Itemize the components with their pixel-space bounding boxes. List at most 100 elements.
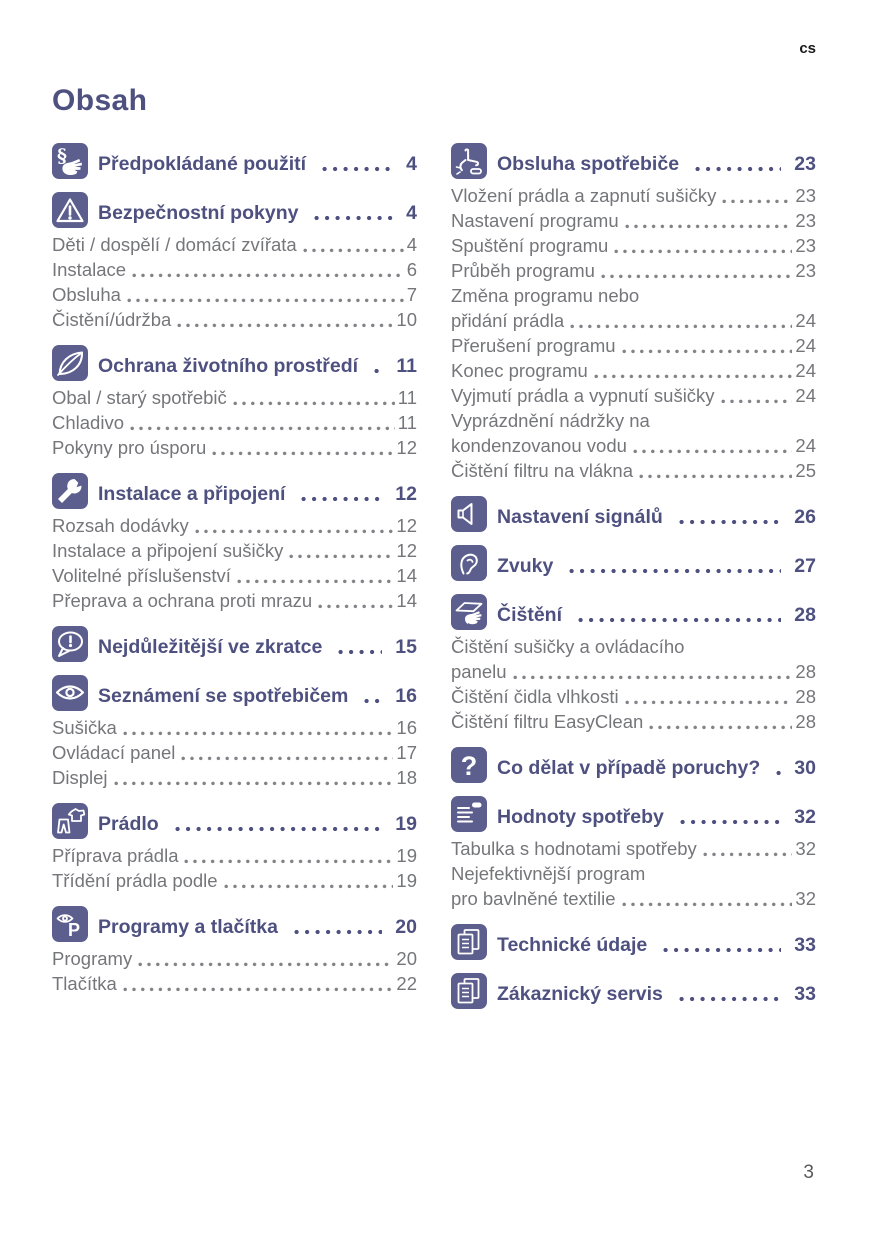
toc-entry-row: pro bavlněné textilie 32 [451,886,816,911]
toc-section-title: Zvuky [497,554,554,577]
toc-section-heading: P Programy a tlačítka 20 [52,906,417,942]
ear-icon [451,545,487,581]
toc-entry: Děti / dospělí / domácí zvířata 4 [52,232,417,257]
toc-section-title: Instalace a připojení [98,482,286,505]
toc-section-entries: Sušička 16 Ovládací panel 17 Displej 18 [52,715,417,790]
toc-entry-row: Tabulka s hodnotami spotřeby 32 [451,836,816,861]
leader-dots [678,810,783,832]
toc-entry-page: 32 [795,838,816,859]
toc-entry-text: Čištění filtru EasyClean [451,711,644,732]
toc-section-heading: Seznámení se spotřebičem 16 [52,675,417,711]
page-number: 3 [803,1162,814,1183]
toc-entry-text: Nastavení programu [451,210,619,231]
toc-entry-row: Čištění filtru EasyClean 28 [451,709,816,734]
toc-entry: Nejefektivnější program pro bavlněné text… [451,861,816,911]
toc-entry-row: Průběh programu 23 [451,258,816,283]
toc-section-entries: Vložení prádla a zapnutí sušičky 23 Nastav… [451,183,816,483]
toc-entry-wrap-line: Vyprázdnění nádržky na [451,408,816,433]
toc-entry-page: 23 [795,235,816,256]
cleaning-cloth-hand-icon [451,594,487,630]
toc-entry: Instalace a připojení sušičky 12 [52,538,417,563]
toc-entry-text: Vyprázdnění nádržky na [451,410,650,431]
toc-section-title: Bezpečnostní pokyny [98,201,299,224]
leader-dots [316,594,395,613]
toc-section-title: Ochrana životního prostředí [98,354,359,377]
toc-entry-row: přidání prádla 24 [451,308,816,333]
toc-entry: Spuštění programu 23 [451,233,816,258]
toc-entry: Vyjmutí prádla a vypnutí sušičky 24 [451,383,816,408]
toc-section-entries: Čištění sušičky a ovládacího panelu 28 Čišt… [451,634,816,734]
leader-dots [661,938,783,960]
toc-entry-page: 17 [396,742,417,763]
toc-section-page: 12 [395,482,417,505]
toc-entry: Příprava prádla 19 [52,843,417,868]
toc-section-heading: Zákaznický servis 33 [451,973,816,1009]
toc-section-page: 19 [395,812,417,835]
toc-entry-page: 16 [396,717,417,738]
leader-dots [620,339,795,358]
toc-section: Čištění 28 Čištění sušičky a ovládacího p… [451,594,816,734]
toc-section: Bezpečnostní pokyny 4 Děti / dospělí / d… [52,192,417,332]
toc-section: ? Co dělat v případě poruchy? 30 [451,747,816,783]
svg-text:P: P [68,920,80,940]
toc-entry-wrap-line: Změna programu nebo [451,283,816,308]
document-pages-icon [451,924,487,960]
svg-text:§: § [57,145,67,167]
leader-dots [179,746,395,765]
toc-entry-page: 14 [396,565,417,586]
toc-entry-page: 18 [396,767,417,788]
toc-section: Zvuky 27 [451,545,816,581]
toc-entry: Sušička 16 [52,715,417,740]
toc-entry: Vložení prádla a zapnutí sušičky 23 [451,183,816,208]
toc-entry-text: Obsluha [52,284,121,305]
toc-entry-text: Děti / dospělí / domácí zvířata [52,234,297,255]
leader-dots [576,608,783,630]
toc-section-heading: Bezpečnostní pokyny 4 [52,192,417,228]
toc-column-left: § Předpokládané použití 4 Bezpečnostní p… [52,143,417,1009]
toc-entry-row: Přerušení programu 24 [451,333,816,358]
toc-entry: Čistění/údržba 10 [52,307,417,332]
laundry-garments-icon [52,803,88,839]
eye-letter-p-icon: P [52,906,88,942]
toc-section-page: 23 [794,152,816,175]
leader-dots [112,771,396,790]
toc-section-page: 32 [794,805,816,828]
toc-section-page: 20 [395,915,417,938]
toc-entry: Volitelné příslušenství 14 [52,563,417,588]
toc-entry-row: Programy 20 [52,946,417,971]
toc-entry-text: pro bavlněné textilie [451,888,616,909]
toc-section-entries: Programy 20 Tlačítka 22 [52,946,417,996]
toc-section-heading: Instalace a připojení 12 [52,473,417,509]
toc-entry-page: 6 [406,259,417,280]
toc-section-page: 33 [794,982,816,1005]
leader-dots [647,715,794,734]
toc-section: Ochrana životního prostředí 11 Obal / st… [52,345,417,460]
toc-section-page: 27 [794,554,816,577]
toc-entry-row: Spuštění programu 23 [451,233,816,258]
leader-dots [623,690,795,709]
toc-entry-page: 11 [397,412,417,433]
toc-section-heading: Nejdůležitější ve zkratce 15 [52,626,417,662]
leader-dots [677,510,783,532]
toc-columns: § Předpokládané použití 4 Bezpečnostní p… [52,143,816,1022]
toc-entry: Konec programu 24 [451,358,816,383]
section-sign-hand-icon: § [52,143,88,179]
toc-section-entries: Děti / dospělí / domácí zvířata 4 Instalac… [52,232,417,332]
toc-entry: Třídění prádla podle 19 [52,868,417,893]
toc-entry-row: Ovládací panel 17 [52,740,417,765]
toc-section: Nejdůležitější ve zkratce 15 [52,626,417,662]
toc-entry-row: Třídění prádla podle 19 [52,868,417,893]
toc-entry-text: Volitelné příslušenství [52,565,231,586]
leader-dots [320,157,395,179]
leader-dots [292,920,384,942]
toc-section-title: Seznámení se spotřebičem [98,684,349,707]
toc-section-title: Co dělat v případě poruchy? [497,756,761,779]
toc-section-heading: Ochrana životního prostředí 11 [52,345,417,381]
toc-entry: Čištění filtru EasyClean 28 [451,709,816,734]
leader-dots [175,313,395,332]
hand-press-button-icon [451,143,487,179]
toc-entry-row: Čištění filtru na vlákna 25 [451,458,816,483]
toc-section-title: Prádlo [98,812,159,835]
toc-section-heading: Obsluha spotřebiče 23 [451,143,816,179]
